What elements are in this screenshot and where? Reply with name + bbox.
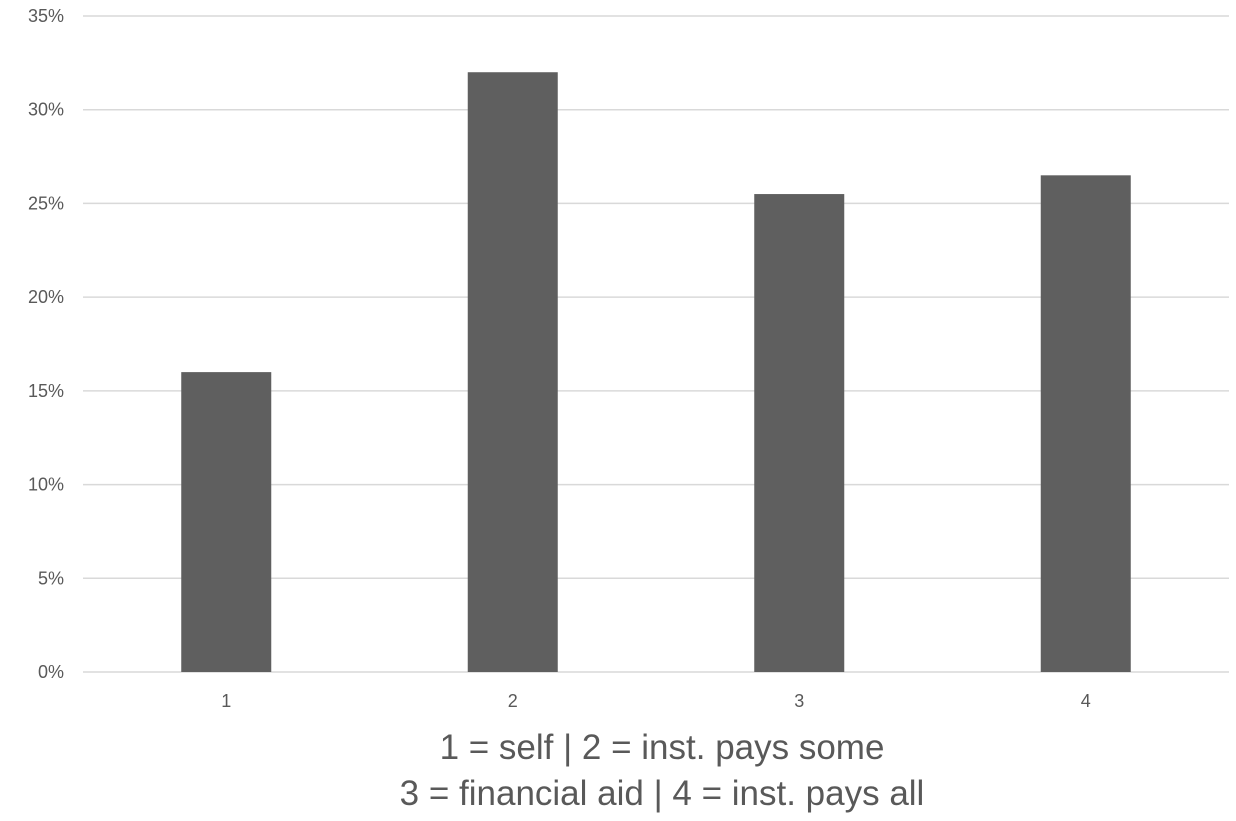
x-tick-label-1: 1 xyxy=(221,691,231,711)
y-tick-label: 35% xyxy=(28,6,64,26)
bar-2 xyxy=(467,72,558,672)
x-tick-label-4: 4 xyxy=(1081,691,1091,711)
x-tick-label-3: 3 xyxy=(794,691,804,711)
y-tick-label: 25% xyxy=(28,193,64,213)
bar-4 xyxy=(1040,175,1131,673)
x-tick-label-2: 2 xyxy=(508,691,518,711)
bar-1 xyxy=(181,372,272,672)
x-axis-label-line-1: 1 = self | 2 = inst. pays some xyxy=(440,728,885,767)
y-tick-label: 20% xyxy=(28,287,64,307)
x-axis-tick-labels: 1 2 3 4 xyxy=(221,691,1091,711)
y-axis-tick-labels: 0% 5% 10% 15% 20% 25% 30% 35% xyxy=(28,6,64,682)
y-tick-label: 15% xyxy=(28,381,64,401)
y-tick-label: 10% xyxy=(28,475,64,495)
y-tick-label: 30% xyxy=(28,100,64,120)
bars xyxy=(181,72,1131,673)
x-axis-label-line-2: 3 = financial aid | 4 = inst. pays all xyxy=(400,774,925,813)
y-tick-label: 5% xyxy=(38,568,64,588)
gridlines xyxy=(83,15,1229,673)
bar-3 xyxy=(754,194,845,673)
y-tick-label: 0% xyxy=(38,662,64,682)
